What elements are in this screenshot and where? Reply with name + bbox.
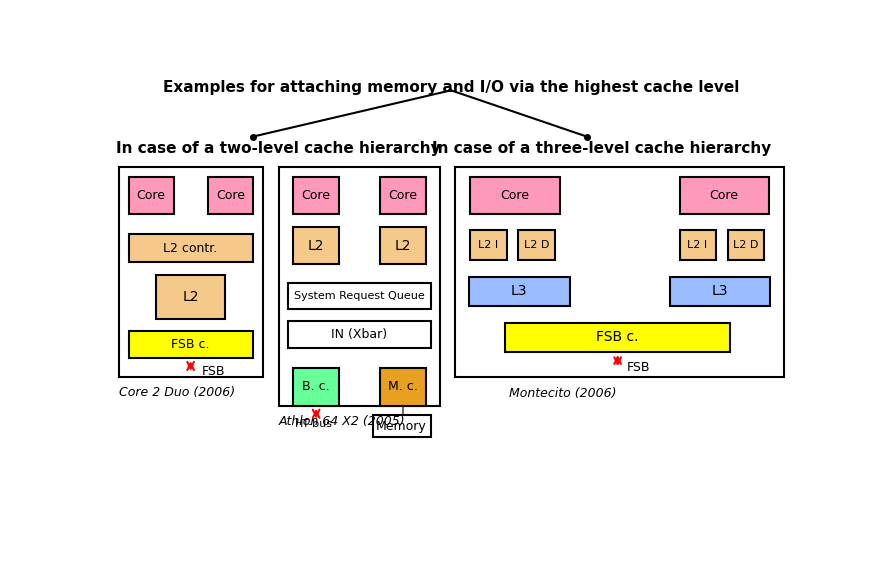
- Bar: [670, 277, 770, 306]
- Text: In case of a two-level cache hierarchy: In case of a two-level cache hierarchy: [116, 140, 441, 156]
- Bar: [279, 167, 440, 406]
- Text: L2 D: L2 D: [524, 240, 549, 250]
- Text: Montecito (2006): Montecito (2006): [510, 387, 617, 400]
- Text: L2 D: L2 D: [733, 240, 759, 250]
- Text: Athlon 64 X2 (2005): Athlon 64 X2 (2005): [279, 415, 406, 428]
- Bar: [128, 234, 253, 262]
- Bar: [469, 277, 569, 306]
- Bar: [379, 176, 426, 214]
- Bar: [128, 331, 253, 358]
- Text: Memory: Memory: [376, 419, 427, 433]
- Text: L2 contr.: L2 contr.: [164, 242, 217, 254]
- Text: L2: L2: [308, 239, 325, 253]
- Text: L2: L2: [182, 290, 199, 304]
- Bar: [289, 283, 431, 309]
- Bar: [209, 176, 253, 214]
- Text: L3: L3: [712, 284, 728, 299]
- Bar: [505, 323, 730, 352]
- Text: Core: Core: [500, 189, 529, 202]
- Text: L2: L2: [395, 239, 411, 253]
- Bar: [373, 415, 431, 437]
- Bar: [120, 167, 262, 377]
- Text: In case of a three-level cache hierarchy: In case of a three-level cache hierarchy: [431, 140, 771, 156]
- Bar: [128, 176, 173, 214]
- Bar: [293, 176, 340, 214]
- Text: FSB c.: FSB c.: [172, 338, 209, 351]
- Text: Core 2 Duo (2006): Core 2 Duo (2006): [120, 386, 236, 399]
- Bar: [455, 167, 784, 377]
- Bar: [679, 230, 716, 260]
- Text: Core: Core: [216, 189, 246, 202]
- Text: System Request Queue: System Request Queue: [294, 291, 425, 301]
- Text: IN (Xbar): IN (Xbar): [332, 328, 387, 341]
- Text: Core: Core: [709, 189, 738, 202]
- Text: FSB c.: FSB c.: [597, 331, 639, 344]
- Text: Examples for attaching memory and I/O via the highest cache level: Examples for attaching memory and I/O vi…: [163, 80, 739, 95]
- Bar: [471, 176, 560, 214]
- Bar: [679, 176, 769, 214]
- Bar: [293, 227, 340, 264]
- Bar: [293, 367, 340, 406]
- Bar: [289, 321, 431, 347]
- Bar: [379, 367, 426, 406]
- Text: HT-bus: HT-bus: [295, 419, 333, 429]
- Text: Core: Core: [388, 189, 417, 202]
- Text: L2 I: L2 I: [687, 240, 708, 250]
- Text: M. c.: M. c.: [388, 380, 418, 393]
- Text: L2 I: L2 I: [478, 240, 498, 250]
- Bar: [156, 275, 225, 319]
- Text: B. c.: B. c.: [303, 380, 330, 393]
- Text: Core: Core: [136, 189, 165, 202]
- Bar: [471, 230, 507, 260]
- Bar: [379, 227, 426, 264]
- Text: Core: Core: [302, 189, 331, 202]
- Text: FSB: FSB: [627, 361, 650, 374]
- Text: L3: L3: [511, 284, 527, 299]
- Bar: [518, 230, 555, 260]
- Text: FSB: FSB: [202, 365, 226, 378]
- Bar: [728, 230, 764, 260]
